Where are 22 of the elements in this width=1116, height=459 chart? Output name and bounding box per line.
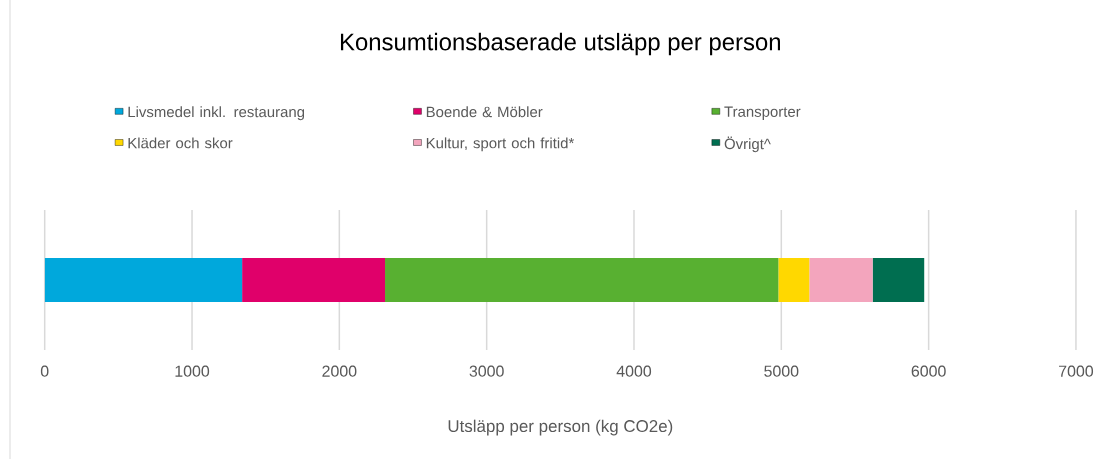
- bar: [385, 258, 779, 302]
- x-tick-label: 2000: [322, 365, 357, 377]
- legend-label: Boende & Möbler: [426, 106, 543, 118]
- chart-title: Konsumtionsbaserade utsläpp per person: [340, 32, 780, 56]
- bar: [809, 258, 873, 302]
- bar: [872, 258, 925, 302]
- bar: [778, 258, 810, 302]
- x-tick-label: 7000: [1059, 365, 1094, 377]
- legend-label: Livsmedel inkl. restaurang: [128, 106, 305, 121]
- bar: [44, 258, 243, 302]
- x-tick-label: 3000: [469, 365, 504, 377]
- x-tick-label: 0: [40, 365, 49, 377]
- x-axis-title: Utsläpp per person (kg CO2e): [448, 419, 673, 436]
- bar: [242, 258, 386, 302]
- x-tick-label: 1000: [175, 365, 210, 377]
- x-tick-label: 6000: [911, 365, 946, 377]
- legend-label: Kläder och skor: [128, 137, 233, 149]
- legend-label: Kultur, sport och fritid*: [426, 137, 575, 152]
- x-tick-label: 4000: [616, 365, 652, 377]
- legend-label: Övrigt^: [724, 136, 771, 153]
- legend-label: Transporter: [724, 106, 801, 120]
- x-tick-label: 5000: [764, 365, 799, 377]
